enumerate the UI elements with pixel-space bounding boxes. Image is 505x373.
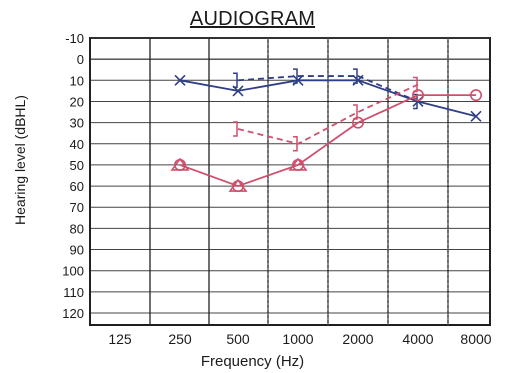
series-3-marker-0 [233,121,238,137]
y-tick-label: 80 [70,221,84,236]
y-tick-label: 20 [70,94,84,109]
series-line-3 [237,83,419,145]
series-line-0 [179,79,477,118]
y-tick-label: 90 [70,243,84,258]
y-tick-label: 30 [70,116,84,131]
series-1-marker-1 [293,68,298,84]
y-tick-label: 120 [62,306,84,321]
x-tick-label: 2000 [342,331,373,347]
x-tick-label: 125 [108,331,132,347]
y-tick-label: 40 [70,137,84,152]
y-tick-label: 70 [70,200,84,215]
red-triangle-250 [170,157,190,171]
series-2-marker-4 [411,89,424,102]
y-tick-label: 10 [70,73,84,88]
series-3-marker-3 [413,76,418,93]
red-triangle-500 [228,178,248,192]
y-tick-label: 110 [63,285,84,300]
x-tick-label: 4000 [402,331,433,347]
series-2-marker-5 [469,89,482,102]
x-tick-label: 500 [226,331,250,347]
series-1-marker-3 [413,93,418,110]
series-1-marker-2 [353,68,358,84]
series-3-marker-1 [293,136,298,152]
series-3-marker-2 [353,104,358,120]
series-1-marker-0 [233,72,238,89]
red-triangle-1000 [288,157,308,171]
series-0-marker-1-b [232,85,244,97]
y-tick-label: 0 [77,52,84,67]
series-2-marker-3 [351,116,364,129]
y-axis-label: Hearing level (dBHL) [12,95,28,225]
y-tick-label: 100 [62,264,84,279]
x-axis-label: Frequency (Hz) [200,353,305,370]
y-tick-label: 50 [70,158,84,173]
y-tick-label: -10 [65,31,84,46]
x-tick-label: 250 [168,331,192,347]
series-line-2 [179,94,476,188]
series-0-marker-5-b [470,110,482,122]
x-tick-label: 1000 [282,331,313,347]
chart-title: AUDIOGRAM [189,8,316,30]
x-tick-label: 8000 [460,331,491,347]
y-tick-label: 60 [70,179,84,194]
series-line-1 [237,75,419,103]
series-0-marker-0-b [174,74,186,86]
